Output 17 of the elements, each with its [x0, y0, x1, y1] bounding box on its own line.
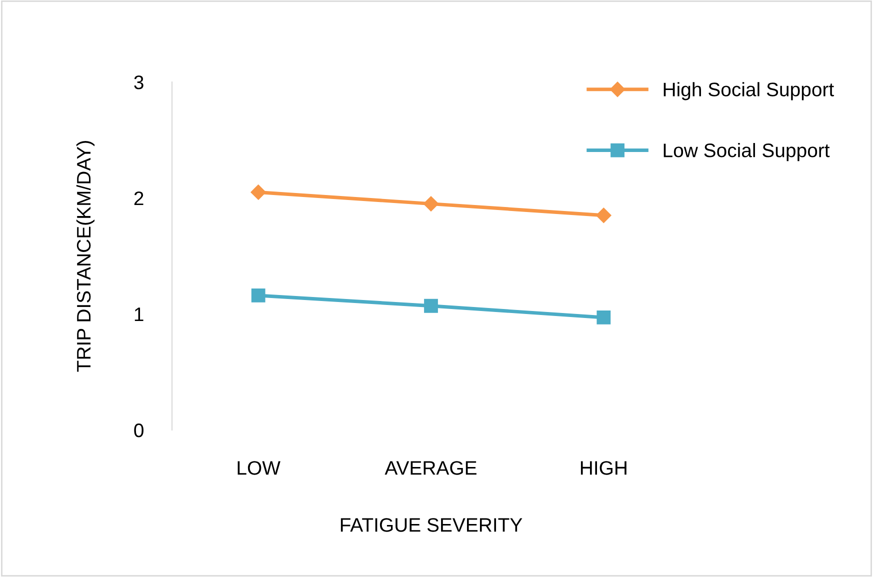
y-tick-label: 3	[134, 75, 144, 90]
y-axis-title: TRIP DISTANCE(KM/DAY)	[76, 141, 95, 372]
point	[596, 208, 612, 223]
point	[251, 288, 266, 302]
y-tick-label: 2	[134, 191, 144, 206]
y-tick-label: 0	[134, 423, 144, 438]
point	[596, 310, 611, 324]
x-axis-title: FATIGUE SEVERITY	[340, 518, 522, 532]
x-tick-label: AVERAGE	[384, 461, 476, 475]
point	[250, 184, 266, 200]
legend-label: Low Social Support	[664, 143, 830, 162]
x-tick-label: HIGH	[580, 461, 626, 475]
legend-label: High Social Support	[664, 82, 834, 100]
y-tick-label: 1	[134, 308, 144, 322]
x-tick-label: LOW	[238, 461, 280, 475]
point	[424, 298, 438, 313]
point	[423, 196, 439, 212]
